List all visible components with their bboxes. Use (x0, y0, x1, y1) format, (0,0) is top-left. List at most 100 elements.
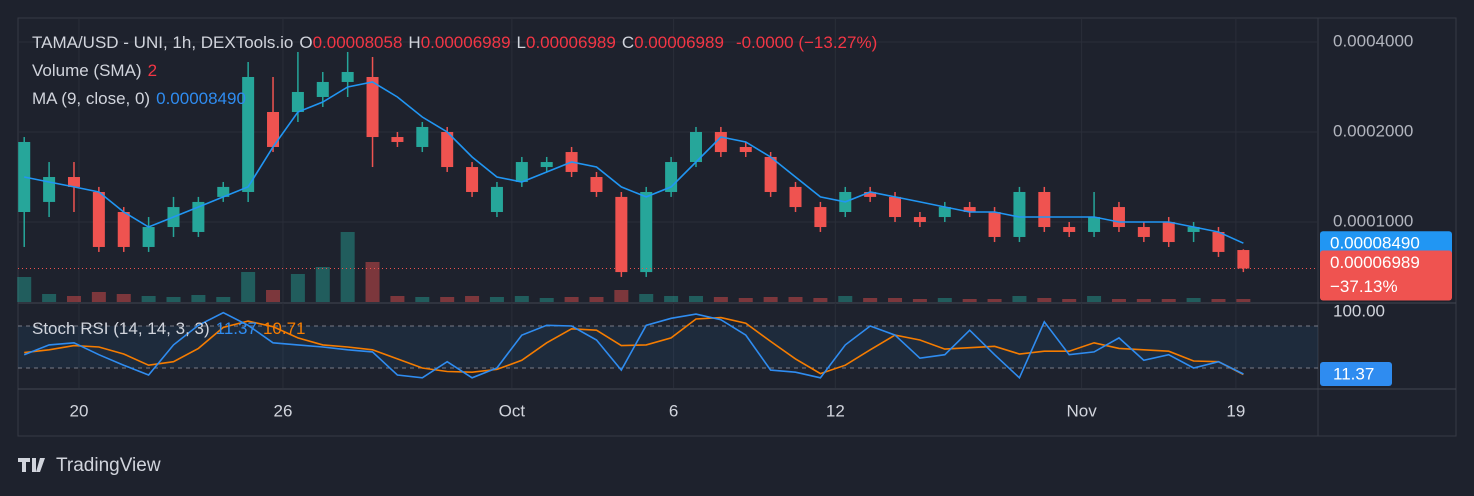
y-tick-label: 0.0002000 (1333, 121, 1413, 140)
stoch-d-value: 10.71 (262, 319, 306, 338)
volume-bar (17, 277, 32, 302)
candle-body (764, 156, 777, 192)
candle-body (864, 191, 877, 197)
candle-body (316, 81, 329, 97)
x-tick-label: 20 (69, 401, 88, 420)
volume-bar (987, 299, 1002, 302)
x-tick-label: 19 (1226, 401, 1245, 420)
volume-bar (166, 297, 181, 302)
main-pane (17, 51, 1318, 380)
ohlc-value: 0.00008058 (312, 33, 403, 52)
candle-body (490, 186, 503, 213)
ma-legend: MA (9, close, 0) 0.00008490 (32, 89, 252, 109)
candle-body (267, 111, 280, 147)
volume-bar (1236, 299, 1251, 302)
volume-bar (1037, 298, 1052, 302)
volume-bar (266, 290, 281, 302)
volume-bar (365, 262, 380, 302)
stoch-line (23, 311, 1244, 380)
ohlc-key: O (299, 33, 313, 52)
stoch-tick-label: 100.00 (1333, 302, 1385, 321)
volume-bar (589, 297, 604, 302)
change: -0.0000 (−13.27%) (735, 33, 878, 52)
price-badge (1320, 250, 1452, 301)
candle-body (391, 137, 404, 142)
volume-bar (688, 296, 703, 302)
volume-bar (788, 297, 803, 302)
candle-body (441, 131, 454, 168)
candle-body (416, 126, 429, 147)
ma-line (24, 81, 1244, 244)
volume-bar (91, 292, 106, 302)
candle-body (1137, 227, 1150, 237)
candle-body (1162, 221, 1175, 243)
volume-bar (1111, 299, 1126, 302)
volume-bar (813, 298, 828, 302)
candle-body (366, 76, 379, 138)
grid (18, 18, 1318, 388)
ma-name: MA (9, close, 0) (32, 89, 151, 108)
candle-body (515, 162, 528, 182)
volume-bar (216, 297, 231, 302)
volume-bar (465, 296, 480, 302)
ohlc-key: L (516, 33, 526, 52)
volume-bar (1186, 298, 1201, 302)
x-tick-label: Nov (1067, 401, 1098, 420)
candle-body (341, 71, 354, 82)
volume-bar (564, 297, 579, 302)
candle-body (1112, 207, 1125, 228)
stoch-legend: Stoch RSI (14, 14, 3, 3) 11.37 10.71 (32, 319, 311, 339)
volume-bar (191, 295, 206, 302)
ma-value: 0.00008490 (156, 89, 246, 108)
volume-bar (614, 290, 629, 302)
volume-bar (863, 298, 878, 302)
volume-bar (1062, 299, 1077, 302)
candle-body (640, 191, 653, 273)
candle-body (615, 196, 628, 273)
volume-legend: Volume (SMA) 2 (32, 61, 163, 81)
stoch-line (24, 316, 1244, 376)
candle-body (1237, 250, 1250, 269)
volume-bar (489, 297, 504, 302)
ma-badge-label: 0.00008490 (1330, 234, 1420, 253)
ohlc: O0.00008058 H0.00006989 L0.00006989 C0.0000… (299, 33, 730, 52)
volume-bar (290, 274, 305, 302)
y-tick-label: 0.0001000 (1333, 211, 1413, 230)
volume-name: Volume (SMA) (32, 61, 142, 80)
candle-body (938, 207, 951, 218)
volume-bar (42, 294, 57, 302)
candle-body (1187, 227, 1200, 232)
volume-bar (415, 297, 430, 302)
volume-bar (1012, 296, 1027, 302)
candle-body (242, 76, 255, 192)
candle-body (1063, 227, 1076, 232)
x-tick-label: 12 (826, 401, 845, 420)
stoch-badge (1320, 362, 1392, 387)
candle-body (466, 167, 479, 192)
stoch-title: Stoch RSI (14, 14, 3, 3) (32, 319, 210, 338)
volume-bar (241, 272, 256, 302)
ohlc-value: 0.00006989 (634, 33, 724, 52)
brand-name: TradingView (56, 455, 161, 476)
volume-bar (315, 267, 330, 302)
candle-body (889, 196, 902, 218)
candle-body (117, 212, 130, 247)
axes: 20 26 Oct 6 12 Nov 19 0.0004000 0.0002000 0.00010… (69, 31, 1452, 420)
y-tick-label: 0.0004000 (1333, 31, 1413, 50)
volume-bar (838, 296, 853, 302)
volume-bar (390, 296, 405, 302)
ohlc-key: H (408, 33, 421, 52)
symbol-title: TAMA/USD - UNI, 1h, DEXTools.io (32, 33, 294, 52)
volume-bar (440, 297, 455, 302)
stoch-k-value: 11.37 (215, 319, 257, 338)
x-tick-label: 26 (274, 401, 293, 420)
volume-bar (738, 298, 753, 302)
volume-bar (1211, 299, 1226, 302)
volume-bar (66, 296, 81, 302)
volume-bar (639, 294, 654, 302)
volume-bar (937, 298, 952, 302)
volume-bar (888, 298, 903, 302)
chart-frame (17, 17, 1457, 437)
volume-bar (1087, 296, 1102, 302)
